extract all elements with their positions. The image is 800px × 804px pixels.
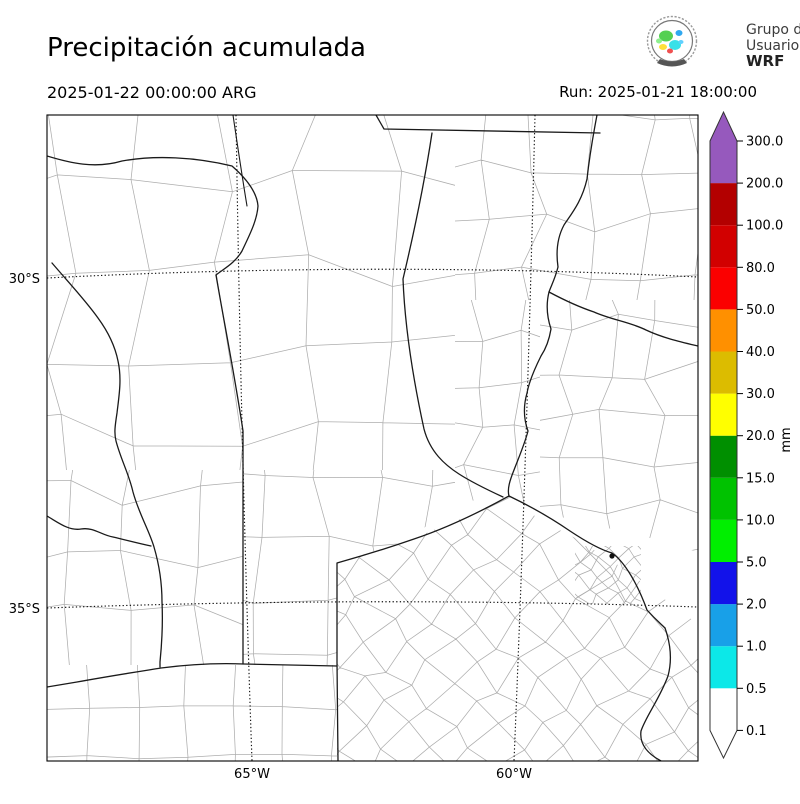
colorbar-tick-label: 10.0	[746, 513, 775, 528]
colorbar-units-label: mm	[779, 427, 794, 452]
logo-text-line1: Grupo de	[746, 22, 800, 38]
colorbar-tick-label: 0.5	[746, 682, 767, 697]
lon-label-65w: 65°W	[234, 767, 270, 782]
colorbar-tick-label: 15.0	[746, 471, 775, 486]
colorbar-segment-100.0	[710, 183, 737, 225]
colorbar-tick-label: 0.1	[746, 724, 767, 739]
colorbar-segment-1.0	[710, 604, 737, 646]
colorbar-segment-0.1	[710, 688, 737, 730]
colorbar-segment-80.0	[710, 225, 737, 267]
colorbar-segment-20.0	[710, 394, 737, 436]
colorbar-tick-label: 80.0	[746, 261, 775, 276]
colorbar-under-arrow	[710, 730, 737, 758]
colorbar-over-arrow	[710, 112, 737, 141]
colorbar-segment-30.0	[710, 352, 737, 394]
colorbar-segment-0.5	[710, 646, 737, 688]
colorbar-segment-40.0	[710, 309, 737, 351]
colorbar-tick-label: 40.0	[746, 345, 775, 360]
colorbar-tick-label: 100.0	[746, 219, 783, 234]
colorbar-segment-200.0	[710, 141, 737, 183]
colorbar-tick-label: 1.0	[746, 640, 767, 655]
colorbar-tick-label: 20.0	[746, 429, 775, 444]
lat-label-35s: 35°S	[9, 602, 40, 617]
colorbar-segment-5.0	[710, 520, 737, 562]
lat-label-30s: 30°S	[9, 272, 40, 287]
run-time-label: Run: 2025-01-21 18:00:00	[559, 83, 757, 101]
colorbar-tick-label: 5.0	[746, 556, 767, 571]
colorbar-segment-15.0	[710, 436, 737, 478]
valid-time-label: 2025-01-22 00:00:00 ARG	[47, 83, 256, 102]
logo-text-wrf: WRF	[746, 52, 784, 70]
precipitation-colorbar: 0.1 0.5 1.0 2.0 5.0 10.0 15.0 20.0 30.0 40.0 50.0 8…	[710, 112, 783, 758]
figure-title: Precipitación acumulada	[47, 33, 366, 63]
colorbar-segment-10.0	[710, 478, 737, 520]
lon-label-60w: 60°W	[496, 767, 532, 782]
colorbar-segment-2.0	[710, 562, 737, 604]
colorbar-tick-label: 200.0	[746, 177, 783, 192]
wrf-users-logo: Grupo de Usuarios WRF	[648, 17, 800, 71]
colorbar-tick-label: 30.0	[746, 387, 775, 402]
colorbar-tick-label: 2.0	[746, 598, 767, 613]
city-marker	[609, 553, 614, 558]
colorbar-tick-label: 300.0	[746, 135, 783, 150]
colorbar-tick-label: 50.0	[746, 303, 775, 318]
colorbar-segment-50.0	[710, 267, 737, 309]
